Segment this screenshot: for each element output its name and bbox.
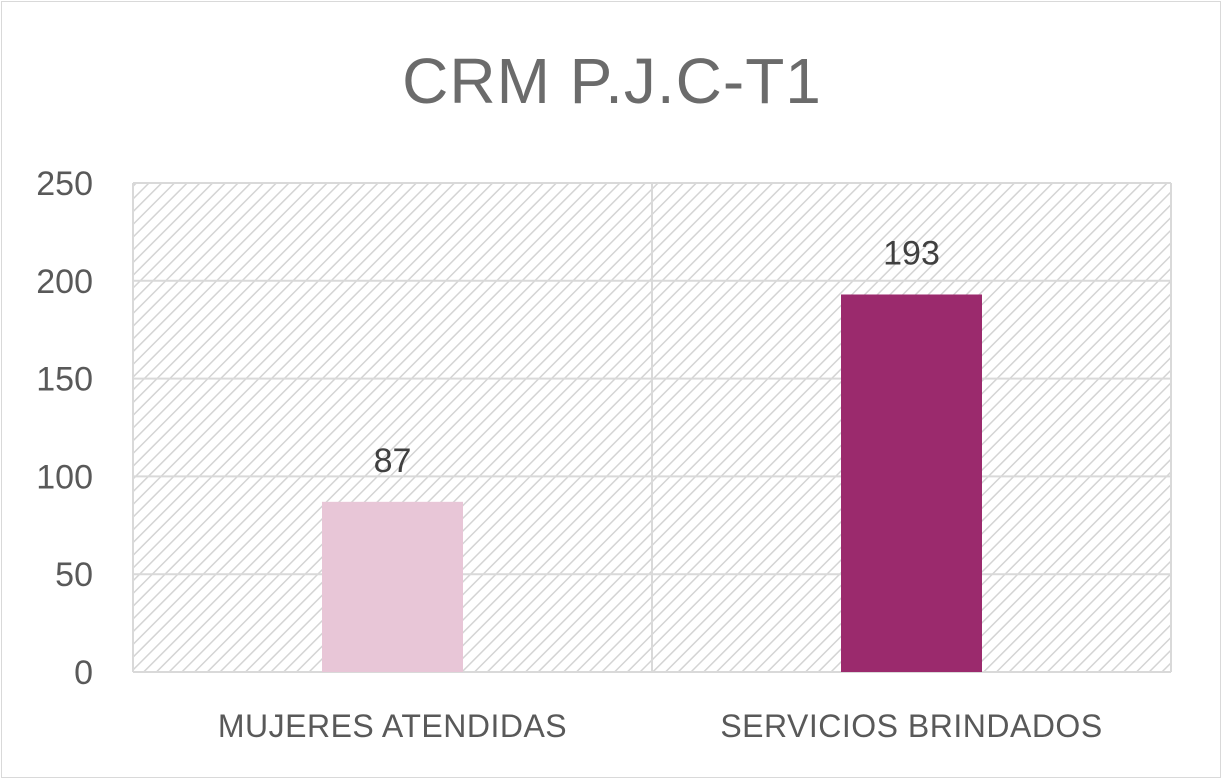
y-tick-label: 50 bbox=[55, 556, 93, 594]
y-tick-label: 200 bbox=[36, 263, 93, 301]
bar bbox=[841, 294, 982, 672]
x-category-label: MUJERES ATENDIDAS bbox=[218, 708, 567, 744]
y-tick-label: 0 bbox=[74, 654, 93, 692]
chart-title: CRM P.J.C-T1 bbox=[402, 45, 822, 117]
data-label: 87 bbox=[374, 442, 412, 480]
bar bbox=[322, 501, 463, 672]
y-tick-label: 100 bbox=[36, 458, 93, 496]
data-label: 193 bbox=[883, 234, 940, 272]
y-tick-label: 150 bbox=[36, 361, 93, 399]
x-category-label: SERVICIOS BRINDADOS bbox=[720, 708, 1102, 744]
y-tick-label: 250 bbox=[36, 165, 93, 203]
